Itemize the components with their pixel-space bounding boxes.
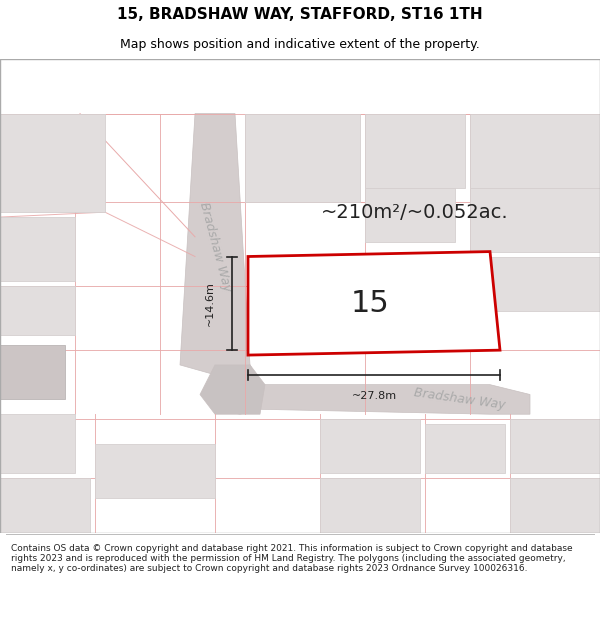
FancyBboxPatch shape xyxy=(365,114,465,188)
Text: Contains OS data © Crown copyright and database right 2021. This information is : Contains OS data © Crown copyright and d… xyxy=(11,544,572,573)
FancyBboxPatch shape xyxy=(510,419,600,473)
Text: Bradshaw Way: Bradshaw Way xyxy=(197,201,233,293)
FancyBboxPatch shape xyxy=(320,478,420,532)
Polygon shape xyxy=(215,365,530,414)
FancyBboxPatch shape xyxy=(0,478,90,532)
Text: Bradshaw Way: Bradshaw Way xyxy=(413,387,506,412)
FancyBboxPatch shape xyxy=(0,59,600,532)
Text: 15, BRADSHAW WAY, STAFFORD, ST16 1TH: 15, BRADSHAW WAY, STAFFORD, ST16 1TH xyxy=(117,8,483,22)
Polygon shape xyxy=(248,252,500,355)
Text: ~27.8m: ~27.8m xyxy=(352,391,397,401)
Text: 15: 15 xyxy=(350,289,389,318)
Polygon shape xyxy=(180,114,250,375)
FancyBboxPatch shape xyxy=(0,286,75,336)
FancyBboxPatch shape xyxy=(425,424,505,473)
FancyBboxPatch shape xyxy=(365,188,455,242)
Polygon shape xyxy=(200,365,265,414)
FancyBboxPatch shape xyxy=(470,114,600,188)
FancyBboxPatch shape xyxy=(95,444,215,498)
FancyBboxPatch shape xyxy=(0,414,75,473)
Text: Map shows position and indicative extent of the property.: Map shows position and indicative extent… xyxy=(120,38,480,51)
FancyBboxPatch shape xyxy=(470,188,600,252)
FancyBboxPatch shape xyxy=(245,114,360,202)
FancyBboxPatch shape xyxy=(0,114,105,212)
FancyBboxPatch shape xyxy=(320,419,420,473)
FancyBboxPatch shape xyxy=(0,345,65,399)
FancyBboxPatch shape xyxy=(0,217,75,281)
FancyBboxPatch shape xyxy=(470,256,600,311)
FancyBboxPatch shape xyxy=(510,478,600,532)
Text: ~14.6m: ~14.6m xyxy=(205,281,215,326)
Text: ~210m²/~0.052ac.: ~210m²/~0.052ac. xyxy=(321,202,509,222)
